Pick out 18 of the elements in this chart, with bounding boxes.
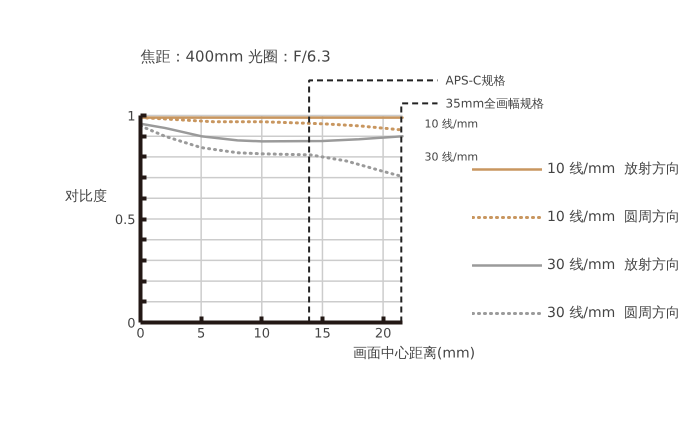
legend-label: 30 线/mm 放射方向	[547, 256, 680, 274]
y-tick-label: 0.5	[114, 213, 136, 228]
legend-label: 30 线/mm 圆周方向	[547, 304, 680, 322]
ref-line-label: APS-C规格	[446, 73, 506, 88]
x-tick-label: 20	[374, 326, 392, 342]
x-tick-label: 10	[254, 326, 270, 342]
x-tick-label: 15	[314, 326, 331, 342]
annotation: 10 线/mm	[424, 117, 478, 130]
y-tick-label: 1	[127, 110, 136, 124]
y-tick-label: 0	[127, 316, 136, 332]
x-axis-title: 画面中心距离(mm)	[352, 346, 476, 362]
annotation: 30 线/mm	[424, 150, 478, 164]
chart-title: 焦距：400mm 光圈：F/6.3	[140, 48, 331, 66]
ref-line-label: 35mm全画幅规格	[446, 96, 544, 110]
x-tick-label: 5	[197, 326, 206, 342]
y-axis-title: 对比度	[64, 188, 107, 204]
legend-label: 10 线/mm 圆周方向	[547, 208, 680, 226]
legend-label: 10 线/mm 放射方向	[547, 160, 680, 178]
